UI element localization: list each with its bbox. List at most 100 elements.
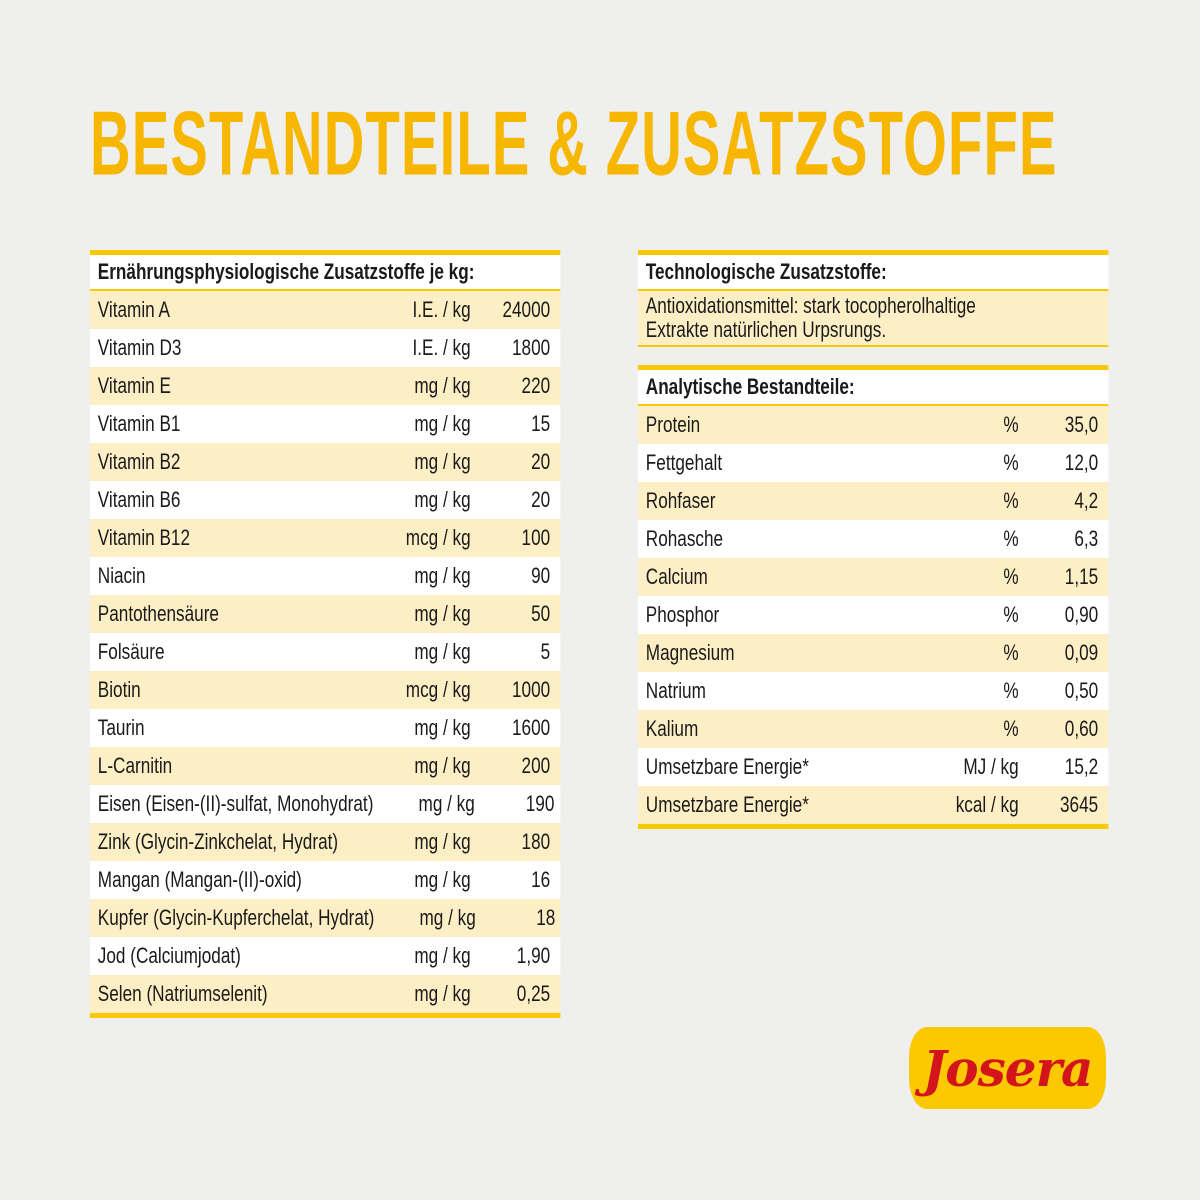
row-label: Natrium: [645, 678, 706, 703]
row-unit: I.E. / kg: [412, 335, 471, 360]
table-row: Umsetzbare Energie* kcal / kg 3645: [638, 786, 1109, 824]
table-row: Eisen (Eisen-(II)-sulfat, Monohydrat) mg …: [90, 785, 561, 823]
divider: [638, 404, 1109, 406]
row-value: 12,0: [1064, 450, 1099, 475]
row-unit: MJ / kg: [963, 754, 1019, 779]
row-unit: %: [1003, 488, 1019, 513]
row-label: Vitamin E: [97, 373, 171, 398]
row-unit: mg / kg: [414, 411, 471, 436]
table-row: Rohfaser% 4,2: [638, 482, 1109, 520]
row-label: L-Carnitin: [97, 753, 173, 778]
table-bottom-border: [638, 345, 1109, 347]
row-label: Vitamin B12: [97, 525, 191, 550]
table-row: Zink (Glycin-Zinkchelat, Hydrat) mg / kg 1…: [90, 823, 561, 861]
row-value: 0,09: [1064, 640, 1099, 665]
table-header: Technologische Zusatzstoffe:: [638, 255, 1109, 289]
row-value: 0,50: [1064, 678, 1099, 703]
row-label: Biotin: [97, 677, 141, 702]
divider: [90, 289, 561, 291]
row-value: 100: [521, 525, 551, 550]
row-label: Vitamin B1: [97, 411, 181, 436]
row-unit: %: [1003, 450, 1019, 475]
row-unit: %: [1003, 412, 1019, 437]
note-line: Antioxidationsmittel: stark tocopherolha…: [645, 293, 976, 318]
row-unit: %: [1003, 640, 1019, 665]
row-unit: mg / kg: [414, 829, 471, 854]
row-unit: mg / kg: [414, 639, 471, 664]
row-value: 1000: [512, 677, 551, 702]
row-label: Selen (Natriumselenit): [97, 981, 268, 1006]
row-value: 0,60: [1064, 716, 1099, 741]
row-label: Vitamin B2: [97, 449, 181, 474]
row-value: 0,90: [1064, 602, 1099, 627]
row-unit: mg / kg: [414, 715, 471, 740]
row-unit: kcal / kg: [955, 792, 1019, 817]
row-label: Umsetzbare Energie*: [645, 792, 809, 817]
table-top-border: [638, 250, 1109, 255]
row-unit: mcg / kg: [405, 525, 471, 550]
row-label: Protein: [645, 412, 701, 437]
table-row: Phosphor% 0,90: [638, 596, 1109, 634]
nutritional-additives-table: Ernährungsphysiologische Zusatzstoffe je…: [90, 250, 561, 1018]
row-label: Vitamin B6: [97, 487, 181, 512]
josera-logo: Josera: [909, 1027, 1106, 1109]
row-label: Vitamin A: [97, 297, 170, 322]
row-label: Rohasche: [645, 526, 724, 551]
row-unit: mg / kg: [414, 487, 471, 512]
table-bottom-border: [638, 824, 1109, 829]
row-value: 90: [531, 563, 551, 588]
row-label: Taurin: [97, 715, 145, 740]
row-label: Eisen (Eisen-(II)-sulfat, Monohydrat): [97, 791, 374, 816]
row-value: 1600: [512, 715, 551, 740]
row-value: 15: [531, 411, 551, 436]
row-unit: mg / kg: [414, 373, 471, 398]
row-unit: %: [1003, 716, 1019, 741]
row-value: 6,3: [1074, 526, 1099, 551]
logo-text: Josera: [922, 1038, 1094, 1098]
row-value: 0,25: [516, 981, 551, 1006]
row-value: 50: [531, 601, 551, 626]
table-row: Umsetzbare Energie* MJ / kg 15,2: [638, 748, 1109, 786]
row-value: 220: [521, 373, 551, 398]
table-row: Vitamin A I.E. / kg 24000: [90, 291, 561, 329]
page-title: BESTANDTEILE & ZUSATZSTOFFE: [90, 92, 1058, 195]
table-row: Natrium% 0,50: [638, 672, 1109, 710]
row-label: Fettgehalt: [645, 450, 723, 475]
row-label: Phosphor: [645, 602, 720, 627]
row-value: 1,15: [1064, 564, 1099, 589]
row-label: Pantothensäure: [97, 601, 219, 626]
table-top-border: [638, 365, 1109, 370]
table-row: Vitamin B1 mg / kg 15: [90, 405, 561, 443]
row-label: Zink (Glycin-Zinkchelat, Hydrat): [97, 829, 339, 854]
row-unit: mcg / kg: [405, 677, 471, 702]
row-unit: mg / kg: [418, 791, 475, 816]
row-label: Folsäure: [97, 639, 165, 664]
row-label: Jod (Calciumjodat): [97, 943, 241, 968]
row-unit: mg / kg: [414, 563, 471, 588]
row-unit: I.E. / kg: [412, 297, 471, 322]
row-label: Kupfer (Glycin-Kupferchelat, Hydrat): [97, 905, 375, 930]
row-label: Calcium: [645, 564, 708, 589]
row-value: 5: [540, 639, 551, 664]
row-label: Niacin: [97, 563, 146, 588]
row-unit: mg / kg: [414, 867, 471, 892]
table-row: Protein% 35,0: [638, 406, 1109, 444]
table-row: Niacin mg / kg 90: [90, 557, 561, 595]
row-value: 200: [521, 753, 551, 778]
row-unit: %: [1003, 678, 1019, 703]
row-value: 24000: [502, 297, 551, 322]
row-value: 18: [536, 905, 556, 930]
table-row: Vitamin E mg / kg 220: [90, 367, 561, 405]
row-unit: mg / kg: [414, 753, 471, 778]
row-value: 20: [531, 449, 551, 474]
table-row: Kalium% 0,60: [638, 710, 1109, 748]
table-row: Biotin mcg / kg 1000: [90, 671, 561, 709]
table-row: Magnesium% 0,09: [638, 634, 1109, 672]
row-value: 190: [525, 791, 555, 816]
analytical-constituents-table: Analytische Bestandteile: Protein% 35,0 Fe…: [638, 365, 1109, 829]
row-label: Magnesium: [645, 640, 735, 665]
row-value: 15,2: [1064, 754, 1099, 779]
row-label: Rohfaser: [645, 488, 716, 513]
row-unit: mg / kg: [414, 601, 471, 626]
table-row: Jod (Calciumjodat) mg / kg 1,90: [90, 937, 561, 975]
